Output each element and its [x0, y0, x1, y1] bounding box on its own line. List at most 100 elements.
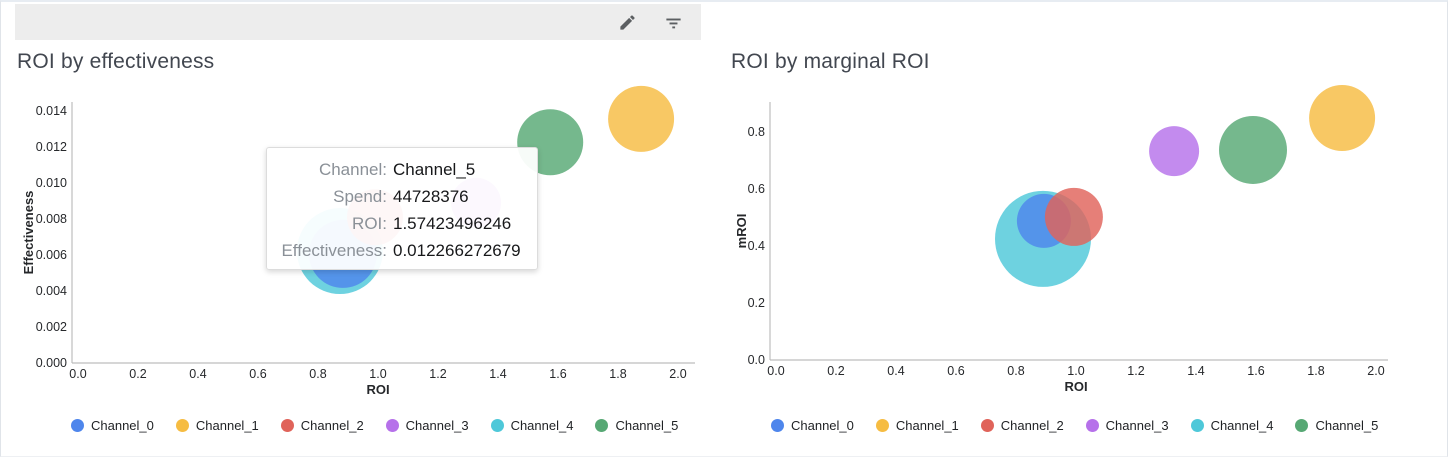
legend-item-channel_3[interactable]: Channel_3 — [1085, 418, 1169, 433]
filter-button[interactable] — [659, 8, 687, 36]
legend-item-channel_5[interactable]: Channel_5 — [595, 418, 678, 433]
legend-label: Channel_2 — [300, 418, 364, 433]
legend-label: Channel_2 — [1000, 418, 1064, 433]
right-chart-legend: Channel_0 Channel_1 Channel_2 Channel_3 Chan… — [771, 418, 1378, 433]
legend-swatch-icon — [1190, 419, 1204, 432]
legend-swatch-icon — [980, 419, 994, 432]
left-chart-title: ROI by effectiveness — [17, 50, 215, 73]
legend-item-channel_0[interactable]: Channel_0 — [771, 418, 854, 433]
x-tick-label: 1.2 — [429, 367, 446, 381]
tooltip-row-spend: Spend: 44728376 — [275, 183, 527, 210]
x-tick-label: 0.6 — [249, 367, 266, 381]
chart-tooltip: Channel: Channel_5 Spend: 44728376 ROI: … — [266, 147, 538, 270]
legend-item-channel_2[interactable]: Channel_2 — [980, 418, 1064, 433]
x-tick-label: 0.0 — [767, 364, 784, 378]
x-tick-label: 0.2 — [129, 367, 146, 381]
y-axis-title: mROI — [734, 214, 749, 249]
legend-item-channel_0[interactable]: Channel_0 — [71, 418, 154, 433]
tooltip-effectiveness-label: Effectiveness: — [281, 241, 387, 260]
bubble-channel_1[interactable] — [1309, 85, 1376, 152]
legend-label: Channel_1 — [895, 418, 959, 433]
x-tick-label: 0.4 — [189, 367, 206, 381]
tooltip-roi-value: 1.57423496246 — [393, 214, 512, 233]
roi-marginal-roi-chart: 0.0 0.2 0.4 0.6 0.8 1.0 1.2 1.4 1.6 1.8 2.0 0.0 0.2 0… — [734, 85, 1388, 394]
y-tick-label: 0.010 — [36, 176, 67, 190]
chart-toolbar — [15, 4, 701, 40]
x-tick-label: 1.2 — [1127, 364, 1144, 378]
right-chart-title: ROI by marginal ROI — [731, 50, 930, 73]
x-tick-label: 0.6 — [947, 364, 964, 378]
x-tick-label: 1.8 — [609, 367, 626, 381]
legend-swatch-icon — [771, 419, 784, 432]
legend-item-channel_5[interactable]: Channel_5 — [1295, 418, 1378, 433]
legend-swatch-icon — [71, 419, 84, 432]
y-tick-label: 0.2 — [748, 296, 765, 310]
x-tick-label: 1.0 — [369, 367, 386, 381]
y-tick-label: 0.6 — [748, 182, 765, 196]
edit-button[interactable] — [613, 8, 641, 36]
legend-swatch-icon — [175, 419, 189, 432]
tooltip-spend-value: 44728376 — [393, 187, 469, 206]
bubble-channel_3[interactable] — [1149, 126, 1200, 177]
y-tick-label: 0.4 — [748, 239, 765, 253]
x-tick-label: 1.4 — [489, 367, 506, 381]
x-tick-label: 1.6 — [549, 367, 566, 381]
legend-item-channel_4[interactable]: Channel_4 — [490, 418, 573, 433]
y-tick-label: 0.004 — [36, 284, 67, 298]
x-tick-label: 1.0 — [1067, 364, 1084, 378]
x-tick-label: 1.6 — [1247, 364, 1264, 378]
legend-label: Channel_4 — [1210, 418, 1274, 433]
legend-swatch-icon — [490, 419, 504, 432]
legend-swatch-icon — [280, 419, 294, 432]
legend-swatch-icon — [595, 419, 609, 432]
bubble-channel_1[interactable] — [608, 85, 675, 152]
y-axis-title: Effectiveness — [21, 191, 36, 275]
legend-item-channel_1[interactable]: Channel_1 — [875, 418, 959, 433]
tooltip-effectiveness-value: 0.012266272679 — [393, 241, 521, 260]
legend-item-channel_2[interactable]: Channel_2 — [280, 418, 364, 433]
tooltip-roi-label: ROI: — [352, 214, 387, 233]
filter-list-icon — [664, 13, 683, 32]
tooltip-row-channel: Channel: Channel_5 — [275, 156, 527, 183]
legend-label: Channel_1 — [195, 418, 259, 433]
legend-item-channel_1[interactable]: Channel_1 — [175, 418, 259, 433]
legend-label: Channel_3 — [405, 418, 469, 433]
legend-label: Channel_0 — [91, 418, 154, 433]
x-tick-label: 0.8 — [309, 367, 326, 381]
legend-swatch-icon — [1295, 419, 1309, 432]
legend-swatch-icon — [1085, 419, 1099, 432]
y-tick-label: 0.006 — [36, 248, 67, 262]
x-axis-title: ROI — [366, 382, 389, 397]
legend-label: Channel_3 — [1105, 418, 1169, 433]
legend-swatch-icon — [385, 419, 399, 432]
x-tick-label: 1.8 — [1307, 364, 1324, 378]
x-tick-label: 2.0 — [1367, 364, 1384, 378]
y-tick-label: 0.0 — [748, 353, 765, 367]
tooltip-row-roi: ROI: 1.57423496246 — [275, 210, 527, 237]
tooltip-channel-value: Channel_5 — [393, 160, 476, 179]
legend-swatch-icon — [875, 419, 889, 432]
legend-item-channel_3[interactable]: Channel_3 — [385, 418, 469, 433]
x-tick-label: 0.0 — [69, 367, 86, 381]
x-tick-label: 0.4 — [887, 364, 904, 378]
x-tick-label: 2.0 — [669, 367, 686, 381]
x-axis-title: ROI — [1064, 379, 1087, 394]
y-tick-label: 0.014 — [36, 104, 67, 118]
x-tick-label: 0.8 — [1007, 364, 1024, 378]
legend-item-channel_4[interactable]: Channel_4 — [1190, 418, 1274, 433]
y-tick-label: 0.012 — [36, 140, 67, 154]
y-tick-label: 0.008 — [36, 212, 67, 226]
y-tick-label: 0.8 — [748, 125, 765, 139]
x-tick-label: 1.4 — [1187, 364, 1204, 378]
bubble-channel_5[interactable] — [1219, 115, 1287, 184]
tooltip-spend-label: Spend: — [333, 187, 387, 206]
tooltip-row-effectiveness: Effectiveness: 0.012266272679 — [275, 237, 527, 264]
x-tick-label: 0.2 — [827, 364, 844, 378]
legend-label: Channel_0 — [791, 418, 854, 433]
y-tick-label: 0.002 — [36, 320, 67, 334]
bubble-channel_2[interactable] — [1044, 187, 1103, 246]
legend-label: Channel_5 — [1315, 418, 1379, 433]
left-chart-legend: Channel_0 Channel_1 Channel_2 Channel_3 Chan… — [71, 418, 678, 433]
edit-pencil-icon — [618, 13, 637, 32]
